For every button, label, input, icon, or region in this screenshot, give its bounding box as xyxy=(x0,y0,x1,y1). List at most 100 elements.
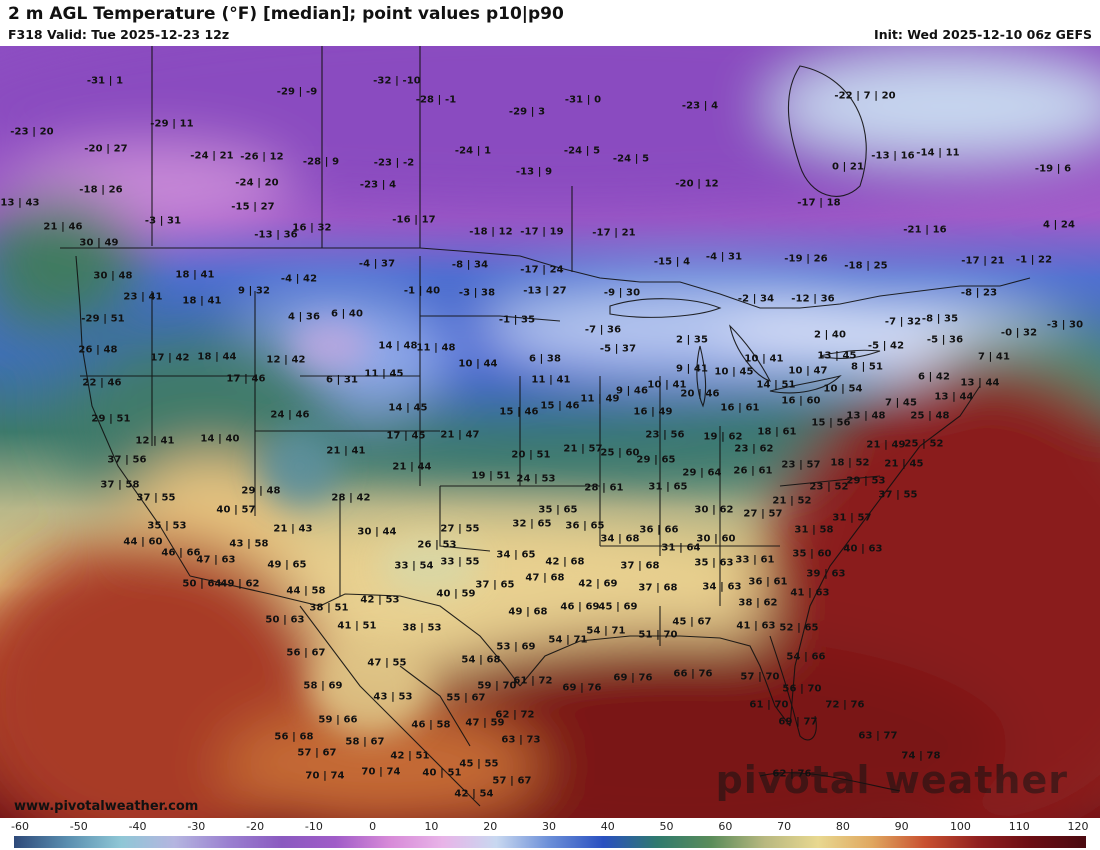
point-value-label: 28 | 61 xyxy=(584,482,624,494)
point-value-label: 27 | 57 xyxy=(743,508,783,520)
point-value-label: 46 | 69 xyxy=(560,601,600,613)
point-value-label: 46 | 66 xyxy=(161,547,201,559)
point-value-label: -3 | 30 xyxy=(1046,319,1084,331)
point-value-label: -7 | 36 xyxy=(584,324,622,336)
point-value-label: 0 | 21 xyxy=(831,161,865,173)
point-value-label: 47 | 63 xyxy=(196,554,236,566)
point-value-label: 35 | 60 xyxy=(792,548,832,560)
point-value-label: 30 | 60 xyxy=(696,533,736,545)
point-value-label: 2 | 35 xyxy=(675,334,709,346)
point-value-label: 51 | 70 xyxy=(638,629,678,641)
point-value-label: 42 | 54 xyxy=(454,788,494,800)
point-value-label: 26 | 53 xyxy=(417,539,457,551)
color-scale-tick: 120 xyxy=(1067,820,1089,833)
point-value-label: 23 | 56 xyxy=(645,429,685,441)
point-value-label: 14 | 40 xyxy=(200,433,240,445)
point-value-label: 57 | 67 xyxy=(297,747,337,759)
point-value-label: 21 | 49 xyxy=(866,439,906,451)
watermark: pivotal weather xyxy=(715,758,1068,802)
color-scale-tick: 0 xyxy=(369,820,377,833)
point-value-label: 26 | 61 xyxy=(733,465,773,477)
point-value-label: 42 | 51 xyxy=(390,750,430,762)
point-value-label: 21 | 57 xyxy=(563,443,603,455)
point-value-label: -24 | 20 xyxy=(235,177,279,189)
point-value-label: 63 | 73 xyxy=(501,734,541,746)
point-value-label: 53 | 69 xyxy=(496,641,536,653)
point-value-label: 31 | 65 xyxy=(648,481,688,493)
color-scale-tick: 10 xyxy=(424,820,439,833)
point-value-label: -4 | 31 xyxy=(705,251,743,263)
point-value-label: 58 | 69 xyxy=(303,680,343,692)
point-value-label: -29 | -9 xyxy=(276,86,318,98)
point-value-label: 34 | 65 xyxy=(496,549,536,561)
point-value-label: 50 | 63 xyxy=(265,614,305,626)
point-value-label: 74 | 78 xyxy=(901,750,941,762)
point-value-label: 10 | 54 xyxy=(823,383,863,395)
point-value-label: 70 | 74 xyxy=(305,770,345,782)
point-value-label: 55 | 67 xyxy=(446,692,486,704)
point-value-label: -29 | 3 xyxy=(508,106,546,118)
point-value-label: -24 | 5 xyxy=(612,153,650,165)
point-value-label: 34 | 68 xyxy=(600,533,640,545)
point-value-label: 37 | 56 xyxy=(107,454,147,466)
point-value-label: 18 | 41 xyxy=(182,295,222,307)
point-value-label: 20 | 51 xyxy=(511,449,551,461)
point-value-label: 23 | 62 xyxy=(734,443,774,455)
website-label[interactable]: www.pivotalweather.com xyxy=(14,799,199,814)
point-value-label: 59 | 70 xyxy=(477,680,517,692)
point-value-label: 21 | 41 xyxy=(326,445,366,457)
point-value-label: -18 | 12 xyxy=(469,226,513,238)
point-value-label: -4 | 37 xyxy=(358,258,396,270)
header: 2 m AGL Temperature (°F) [median]; point… xyxy=(0,0,1100,46)
point-value-label: -2 | 34 xyxy=(737,293,775,305)
color-scale-tick: -20 xyxy=(246,820,265,833)
point-value-label: 7 | 45 xyxy=(884,397,918,409)
point-value-label: 30 | 62 xyxy=(694,504,734,516)
point-value-label: 38 | 51 xyxy=(309,602,349,614)
color-scale-tick: 50 xyxy=(659,820,674,833)
point-value-label: 27 | 55 xyxy=(440,523,480,535)
point-value-label: -31 | 0 xyxy=(564,94,602,106)
point-value-label: 18 | 44 xyxy=(197,351,237,363)
point-value-label: 34 | 63 xyxy=(702,581,742,593)
point-value-label: 24 | 46 xyxy=(270,409,310,421)
color-scale-tick: 110 xyxy=(1008,820,1030,833)
point-value-label: -8 | 34 xyxy=(451,259,489,271)
point-value-label: 61 | 72 xyxy=(513,675,553,687)
point-value-label: 70 | 74 xyxy=(361,766,401,778)
point-value-label: 20 | 46 xyxy=(680,388,720,400)
point-value-label: 18 | 52 xyxy=(830,457,870,469)
point-value-label: 11 | 49 xyxy=(580,393,620,405)
point-value-label: 54 | 68 xyxy=(461,654,501,666)
point-value-label: 54 | 71 xyxy=(586,625,626,637)
point-value-label: 35 | 53 xyxy=(147,520,187,532)
point-value-label: 23 | 57 xyxy=(781,459,821,471)
point-value-label: -23 | -2 xyxy=(373,157,415,169)
point-value-label: 69 | 77 xyxy=(778,716,818,728)
point-value-label: 14 | 48 xyxy=(378,340,418,352)
point-value-label: -29 | 11 xyxy=(150,118,194,130)
point-value-label: -3 | 31 xyxy=(144,215,182,227)
point-value-label: -18 | 26 xyxy=(79,184,123,196)
point-value-label: 18 | 61 xyxy=(757,426,797,438)
valid-time: F318 Valid: Tue 2025-12-23 12z xyxy=(8,27,230,42)
point-value-label: 30 | 48 xyxy=(93,270,133,282)
point-value-label: 24 | 53 xyxy=(516,473,556,485)
point-value-label: 52 | 65 xyxy=(779,622,819,634)
point-value-label: 17 | 45 xyxy=(386,430,426,442)
point-value-label: 9 | 46 xyxy=(615,385,649,397)
point-value-label: 35 | 63 xyxy=(694,557,734,569)
point-value-label: 50 | 64 xyxy=(182,578,222,590)
point-value-label: 11 | 48 xyxy=(416,342,456,354)
point-value-label: 23 | 52 xyxy=(809,481,849,493)
temperature-map[interactable]: -31 | 1 -29 | -9 -32 | -10 -28 | -1 -29 | 3 -… xyxy=(0,46,1100,818)
point-value-label: 15 | 46 xyxy=(499,406,539,418)
point-value-label: 54 | 71 xyxy=(548,634,588,646)
color-scale-tick: 100 xyxy=(949,820,971,833)
point-value-label: 40 | 57 xyxy=(216,504,256,516)
color-scale-tick: -40 xyxy=(128,820,147,833)
point-value-label: 62 | 76 xyxy=(772,768,812,780)
point-value-label: 13 | 45 xyxy=(817,350,857,362)
point-value-label: -17 | 18 xyxy=(797,197,841,209)
point-value-label: 69 | 76 xyxy=(613,672,653,684)
